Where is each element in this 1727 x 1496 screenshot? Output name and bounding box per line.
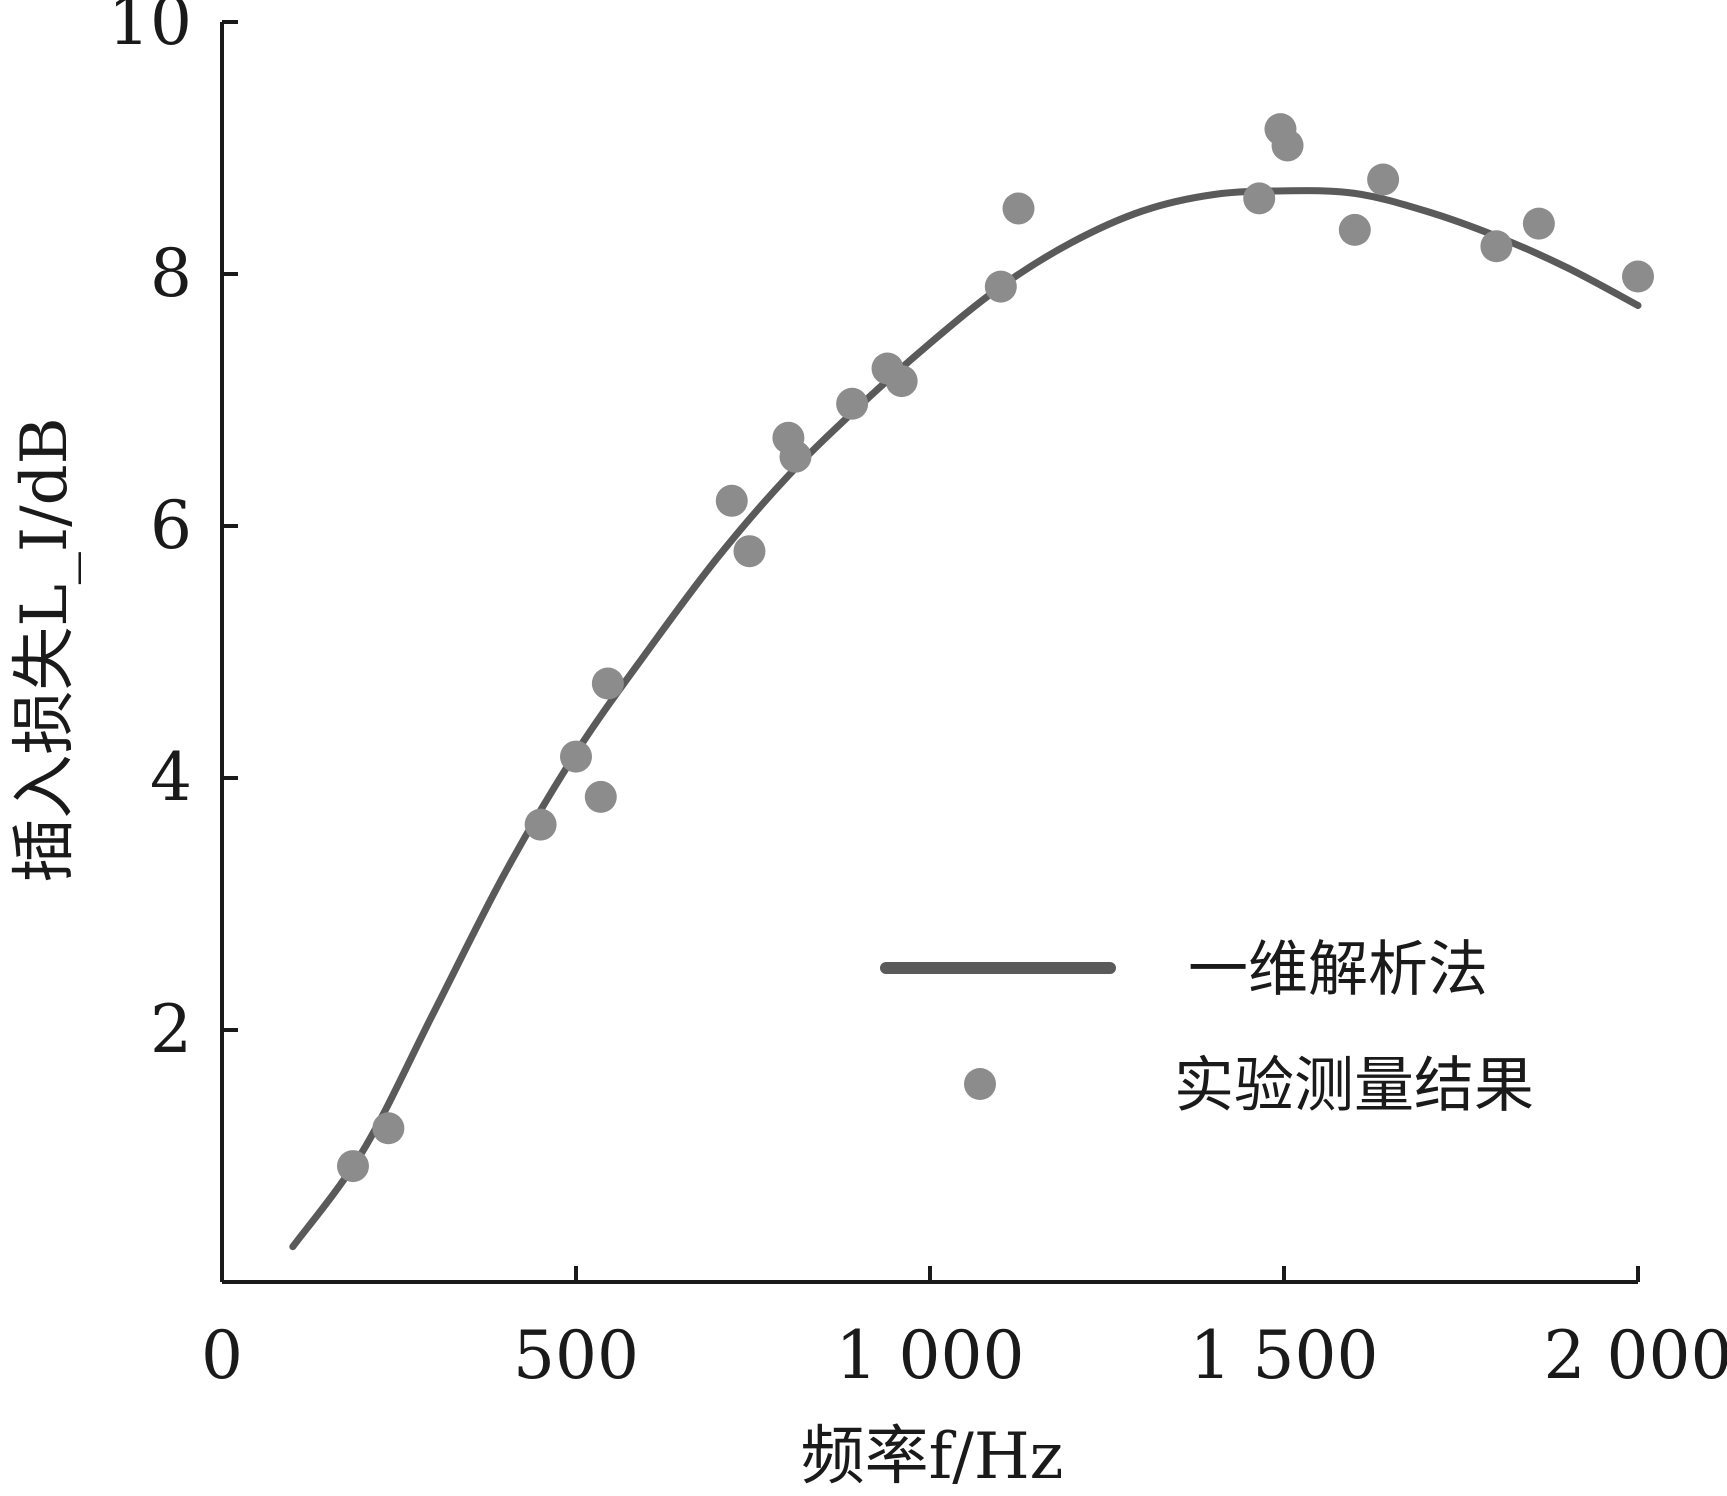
y-tick-label: 2	[150, 991, 192, 1068]
measured-point	[984, 270, 1017, 303]
x-tick-label: 1 500	[1190, 1317, 1379, 1394]
plot-area: 2 4 6 8 10 0 500 1 000 1 500 2 000	[108, 0, 1727, 1394]
measured-point	[836, 387, 869, 420]
measured-point	[560, 740, 592, 773]
legend-marker-swatch	[964, 1068, 996, 1100]
measured-point	[885, 365, 918, 398]
measured-point	[584, 780, 617, 813]
series-layer	[289, 113, 1654, 1251]
x-tick-label: 0	[201, 1317, 243, 1394]
y-tick-label: 4	[150, 739, 192, 816]
legend-label-measured: 实验测量结果	[1174, 1051, 1534, 1121]
measured-point	[1243, 182, 1276, 215]
y-tick-label: 6	[150, 487, 192, 564]
measured-point	[1002, 192, 1035, 225]
measured-point	[1622, 260, 1654, 293]
measured-point	[1522, 207, 1555, 240]
measured-point	[336, 1150, 369, 1183]
measured-point	[1367, 163, 1400, 196]
y-tick-label: 10	[108, 0, 192, 60]
measured-point	[779, 440, 812, 473]
legend: 一维解析法 实验测量结果	[880, 935, 1534, 1121]
x-tick-label: 2 000	[1544, 1317, 1727, 1394]
measured-point	[1480, 230, 1513, 263]
x-tick-label: 1 000	[836, 1317, 1025, 1394]
x-axis-title: 频率f/Hz	[801, 1420, 1064, 1494]
measured-point	[715, 484, 748, 517]
x-tick-label: 500	[513, 1317, 639, 1394]
y-tick-label: 8	[150, 235, 192, 312]
legend-label-analytical: 一维解析法	[1188, 935, 1488, 1005]
measured-point	[524, 808, 557, 841]
measured-point	[372, 1112, 405, 1145]
measured-point	[1338, 213, 1371, 246]
x-ticks: 0 500 1 000 1 500 2 000	[201, 1266, 1727, 1394]
measured-point	[1271, 129, 1304, 162]
y-ticks: 2 4 6 8 10	[108, 0, 238, 1068]
measured-point	[733, 535, 766, 568]
measured-point	[591, 667, 624, 700]
y-axis-title: 插入损失L_I/dB	[8, 417, 82, 882]
analytical-curve	[289, 187, 1642, 1251]
